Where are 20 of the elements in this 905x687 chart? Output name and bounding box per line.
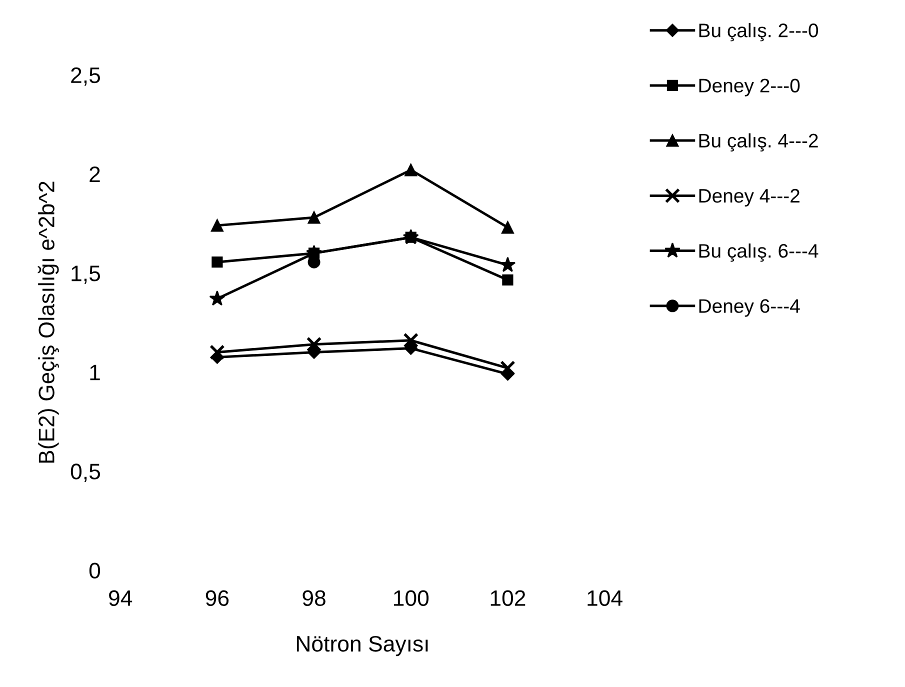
legend-label: Bu çalış. 4---2 bbox=[699, 133, 818, 152]
y-tick-label: 1 bbox=[90, 364, 100, 380]
x-tick-label: 94 bbox=[109, 590, 132, 606]
legend-label: Deney 6---4 bbox=[699, 299, 800, 317]
y-tick-label: 2 bbox=[90, 166, 100, 182]
legend-label: Bu çalış. 2---0 bbox=[699, 23, 818, 42]
legend-label: Deney 4---2 bbox=[699, 188, 800, 207]
y-tick-label: 2,5 bbox=[71, 67, 100, 86]
x-tick-label: 104 bbox=[588, 590, 622, 606]
y-tick-label: 0,5 bbox=[70, 464, 100, 482]
legend-label: Deney 2---0 bbox=[699, 78, 800, 96]
legend-label: Bu çalış. 6---4 bbox=[699, 243, 818, 262]
y-axis-title: B(E2) Geçiş Olasılığı e^2b^2 bbox=[38, 182, 59, 463]
x-tick-label: 96 bbox=[206, 590, 229, 606]
y-tick-label: 0 bbox=[89, 562, 100, 578]
x-tick-label: 98 bbox=[302, 590, 326, 606]
x-tick-label: 102 bbox=[490, 590, 526, 606]
x-axis-title: Nötron Sayısı bbox=[296, 636, 428, 656]
y-tick-label: 1,5 bbox=[72, 266, 100, 284]
x-tick-label: 100 bbox=[394, 590, 429, 606]
